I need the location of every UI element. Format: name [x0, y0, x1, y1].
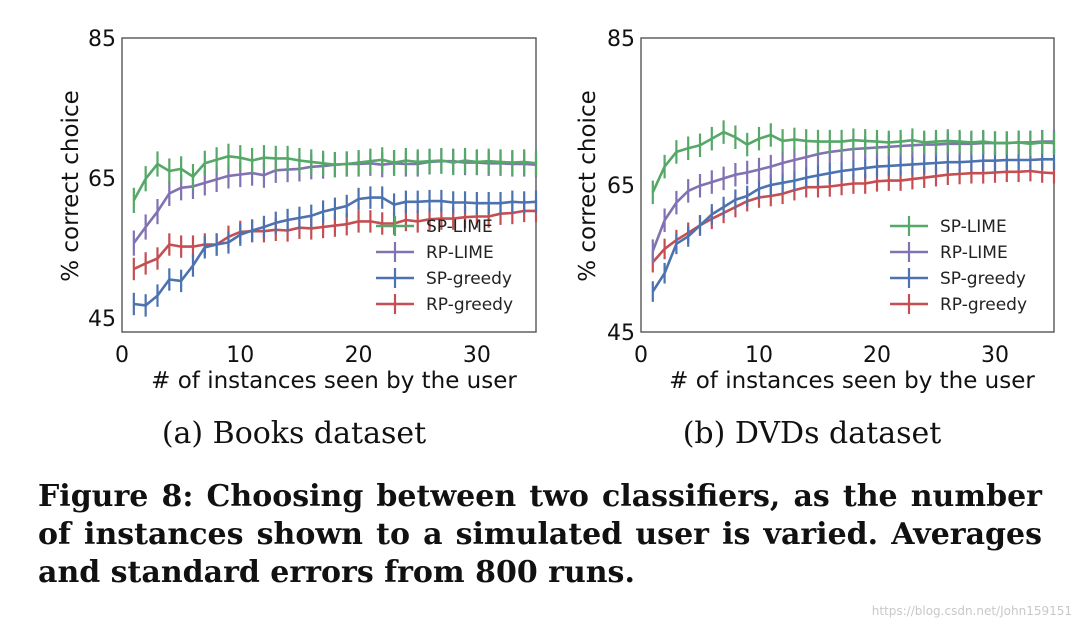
y-tick-label: 45: [607, 321, 635, 346]
figure-caption: Figure 8: Choosing between two classifie…: [38, 479, 1042, 590]
x-tick-label: 0: [634, 343, 648, 368]
x-tick-label: 10: [226, 343, 254, 368]
x-tick-label: 0: [115, 343, 129, 368]
x-tick-label: 20: [863, 343, 891, 368]
series-sp-lime: [132, 143, 538, 213]
y-tick-label: 65: [607, 174, 635, 199]
y-tick-label: 45: [88, 307, 116, 332]
y-tick-label: 85: [88, 27, 116, 52]
y-tick-label: 65: [88, 167, 116, 192]
y-tick-label: 85: [607, 27, 635, 52]
series-layer: [651, 120, 1056, 302]
plot-frame: [121, 37, 537, 333]
series-sp-greedy: [132, 186, 538, 317]
legend-label: SP-greedy: [426, 269, 512, 289]
y-axis-label: % correct choice: [58, 90, 84, 282]
legend-item: SP-greedy: [376, 268, 512, 289]
y-axis-label: % correct choice: [575, 90, 601, 282]
chart-panel-dvds: 0 10 20 30 45 65 85 SP-LIME RP-LIME SP-greedy RP-…: [575, 27, 1056, 451]
tick-layer: 0 10 20 30 45 65 85: [607, 27, 1009, 368]
x-tick-label: 20: [345, 343, 373, 368]
subcaption: (b) DVDs dataset: [683, 416, 942, 451]
x-tick-label: 10: [745, 343, 773, 368]
legend-label: RP-greedy: [426, 295, 513, 315]
legend-item: RP-LIME: [376, 242, 494, 263]
legend-item: RP-LIME: [890, 242, 1008, 263]
plot-frame: [640, 37, 1055, 333]
legend: SP-LIME RP-LIME SP-greedy RP-greedy: [890, 216, 1027, 315]
legend-label: RP-LIME: [426, 243, 494, 263]
legend-label: RP-LIME: [940, 243, 1008, 263]
watermark: https://blog.csdn.net/John159151: [871, 604, 1072, 618]
legend-label: SP-LIME: [940, 217, 1007, 237]
x-axis-label: # of instances seen by the user: [669, 368, 1035, 394]
subcaption: (a) Books dataset: [162, 416, 426, 451]
legend-item: SP-LIME: [890, 216, 1007, 237]
legend-item: SP-LIME: [376, 216, 493, 237]
x-tick-label: 30: [981, 343, 1009, 368]
tick-layer: 0 10 20 30 45 65 85: [88, 27, 491, 368]
legend-label: SP-LIME: [426, 217, 493, 237]
legend-label: RP-greedy: [940, 295, 1027, 315]
legend-item: RP-greedy: [890, 294, 1027, 315]
x-tick-label: 30: [463, 343, 491, 368]
legend-item: RP-greedy: [376, 294, 513, 315]
legend-item: SP-greedy: [890, 268, 1026, 289]
legend-label: SP-greedy: [940, 269, 1026, 289]
x-axis-label: # of instances seen by the user: [151, 368, 517, 394]
chart-panel-books: 0 10 20 30 45 65 85 SP-LIME RP-LIME SP-greedy RP-…: [58, 27, 538, 451]
series-sp-lime: [651, 120, 1056, 205]
legend: SP-LIME RP-LIME SP-greedy RP-greedy: [376, 216, 513, 315]
series-layer: [132, 143, 538, 317]
